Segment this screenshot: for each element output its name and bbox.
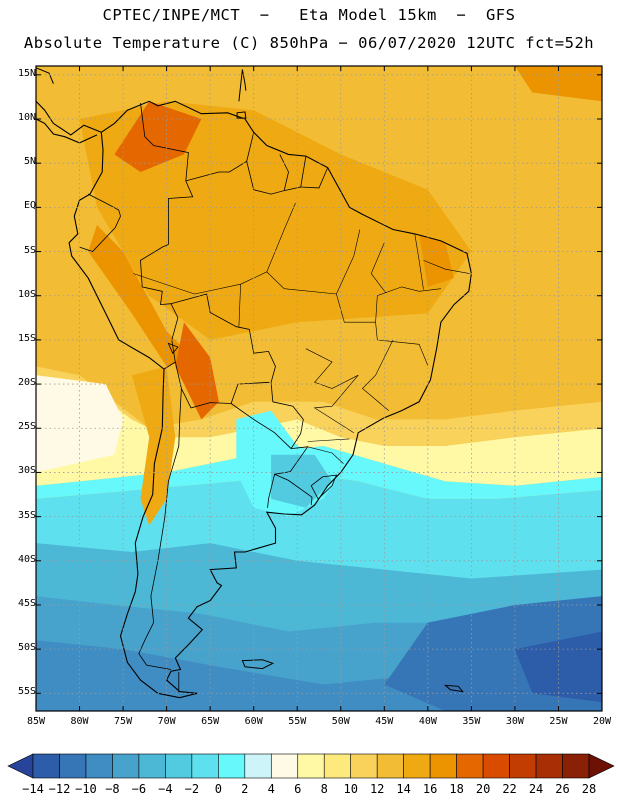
lon-label: 50W bbox=[331, 716, 350, 727]
colorbar-label: −12 bbox=[48, 782, 71, 796]
colorbar-label: 28 bbox=[581, 782, 597, 796]
lon-label: 30W bbox=[505, 716, 524, 727]
colorbar-label: 14 bbox=[396, 782, 411, 796]
lat-label: 10S bbox=[17, 288, 36, 300]
title-line-1: CPTEC/INPE/MCT − Eta Model 15km − GFS bbox=[102, 6, 516, 24]
lon-label: 25W bbox=[549, 716, 568, 727]
colorbar-label: 10 bbox=[343, 782, 358, 796]
lat-label: 40S bbox=[17, 553, 36, 565]
colorbar-label: 6 bbox=[294, 782, 302, 796]
colorbar-label: 12 bbox=[369, 782, 385, 796]
colorbar-label: 24 bbox=[528, 782, 544, 796]
lat-label: EQ bbox=[23, 200, 36, 212]
lon-label: 35W bbox=[462, 716, 481, 727]
colorbar-label: 20 bbox=[475, 782, 491, 796]
lon-label: 55W bbox=[288, 716, 307, 727]
lon-label: 75W bbox=[114, 716, 133, 727]
colorbar-label: 18 bbox=[449, 782, 464, 796]
colorbar-label: −8 bbox=[105, 782, 120, 796]
state-borders bbox=[133, 202, 470, 464]
lat-label: 30S bbox=[17, 465, 36, 477]
colorbar-label: −6 bbox=[131, 782, 147, 796]
lon-label: 40W bbox=[418, 716, 437, 727]
lat-label: 15N bbox=[17, 67, 36, 79]
lat-label: 15S bbox=[17, 332, 36, 344]
lat-label: 55S bbox=[17, 686, 36, 698]
lat-label: 5S bbox=[23, 244, 36, 256]
colorbar-label: −4 bbox=[158, 782, 173, 796]
colorbar-label: −2 bbox=[184, 782, 200, 796]
lat-label: 25S bbox=[17, 421, 36, 433]
map-frame bbox=[35, 65, 603, 712]
lat-label: 5N bbox=[23, 156, 36, 168]
coastline bbox=[68, 100, 472, 699]
lat-label: 35S bbox=[17, 509, 36, 521]
colorbar-label: 26 bbox=[555, 782, 570, 796]
colorbar-label: −10 bbox=[75, 782, 97, 796]
lon-label: 65W bbox=[201, 716, 220, 727]
colorbar-label: 0 bbox=[214, 782, 222, 796]
falkland-islands bbox=[241, 659, 275, 670]
lon-label: 80W bbox=[70, 716, 89, 727]
colorbar-label: 8 bbox=[320, 782, 328, 796]
lon-label: 60W bbox=[244, 716, 263, 727]
colorbar-label: 16 bbox=[422, 782, 438, 796]
country-borders bbox=[79, 103, 329, 693]
title-line-2: Absolute Temperature (C) 850hPa − 06/07/… bbox=[23, 34, 595, 52]
lat-label: 20S bbox=[17, 377, 36, 389]
temperature-field bbox=[36, 66, 602, 711]
lon-label: 20W bbox=[592, 716, 612, 727]
colorbar-label: 22 bbox=[502, 782, 517, 796]
colorbar-label: 2 bbox=[241, 782, 249, 796]
lat-label: 50S bbox=[17, 642, 36, 654]
lat-label: 45S bbox=[17, 597, 36, 609]
lon-label: 70W bbox=[157, 716, 176, 727]
colorbar-label: 4 bbox=[267, 782, 275, 796]
colorbar-label: −14 bbox=[22, 782, 44, 796]
lon-label: 45W bbox=[375, 716, 394, 727]
lon-label: 85W bbox=[26, 716, 46, 727]
lat-label: 10N bbox=[17, 112, 36, 123]
